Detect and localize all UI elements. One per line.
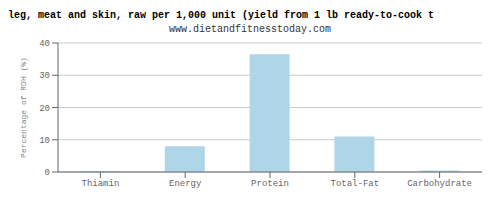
svg-text:Percentage of RDH (%): Percentage of RDH (%)	[19, 57, 28, 158]
svg-text:Protein: Protein	[251, 179, 289, 189]
svg-text:40: 40	[39, 39, 50, 49]
svg-text:30: 30	[39, 71, 50, 81]
svg-text:Total-Fat: Total-Fat	[330, 179, 379, 189]
svg-text:10: 10	[39, 136, 50, 146]
svg-text:0: 0	[45, 168, 50, 178]
svg-text:Thiamin: Thiamin	[81, 179, 119, 189]
html-text:www.dietandfitnesstoday.com: www.dietandfitnesstoday.com	[169, 24, 331, 35]
svg-text:Carbohydrate: Carbohydrate	[407, 179, 472, 189]
html-text:leg, meat and skin, raw per 1,: leg, meat and skin, raw per 1,000 unit (…	[8, 10, 435, 21]
svg-text:20: 20	[39, 104, 50, 114]
svg-text:Energy: Energy	[169, 179, 202, 189]
